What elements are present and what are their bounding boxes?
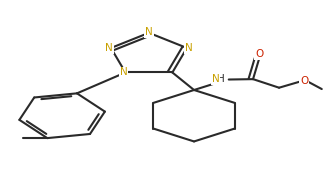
Text: O: O	[300, 76, 308, 86]
Text: H: H	[217, 74, 225, 84]
Text: N: N	[212, 74, 219, 84]
Text: O: O	[255, 49, 263, 59]
Text: N: N	[185, 43, 193, 53]
Text: N: N	[120, 68, 128, 77]
Text: N: N	[105, 43, 113, 53]
Text: N: N	[145, 27, 153, 37]
